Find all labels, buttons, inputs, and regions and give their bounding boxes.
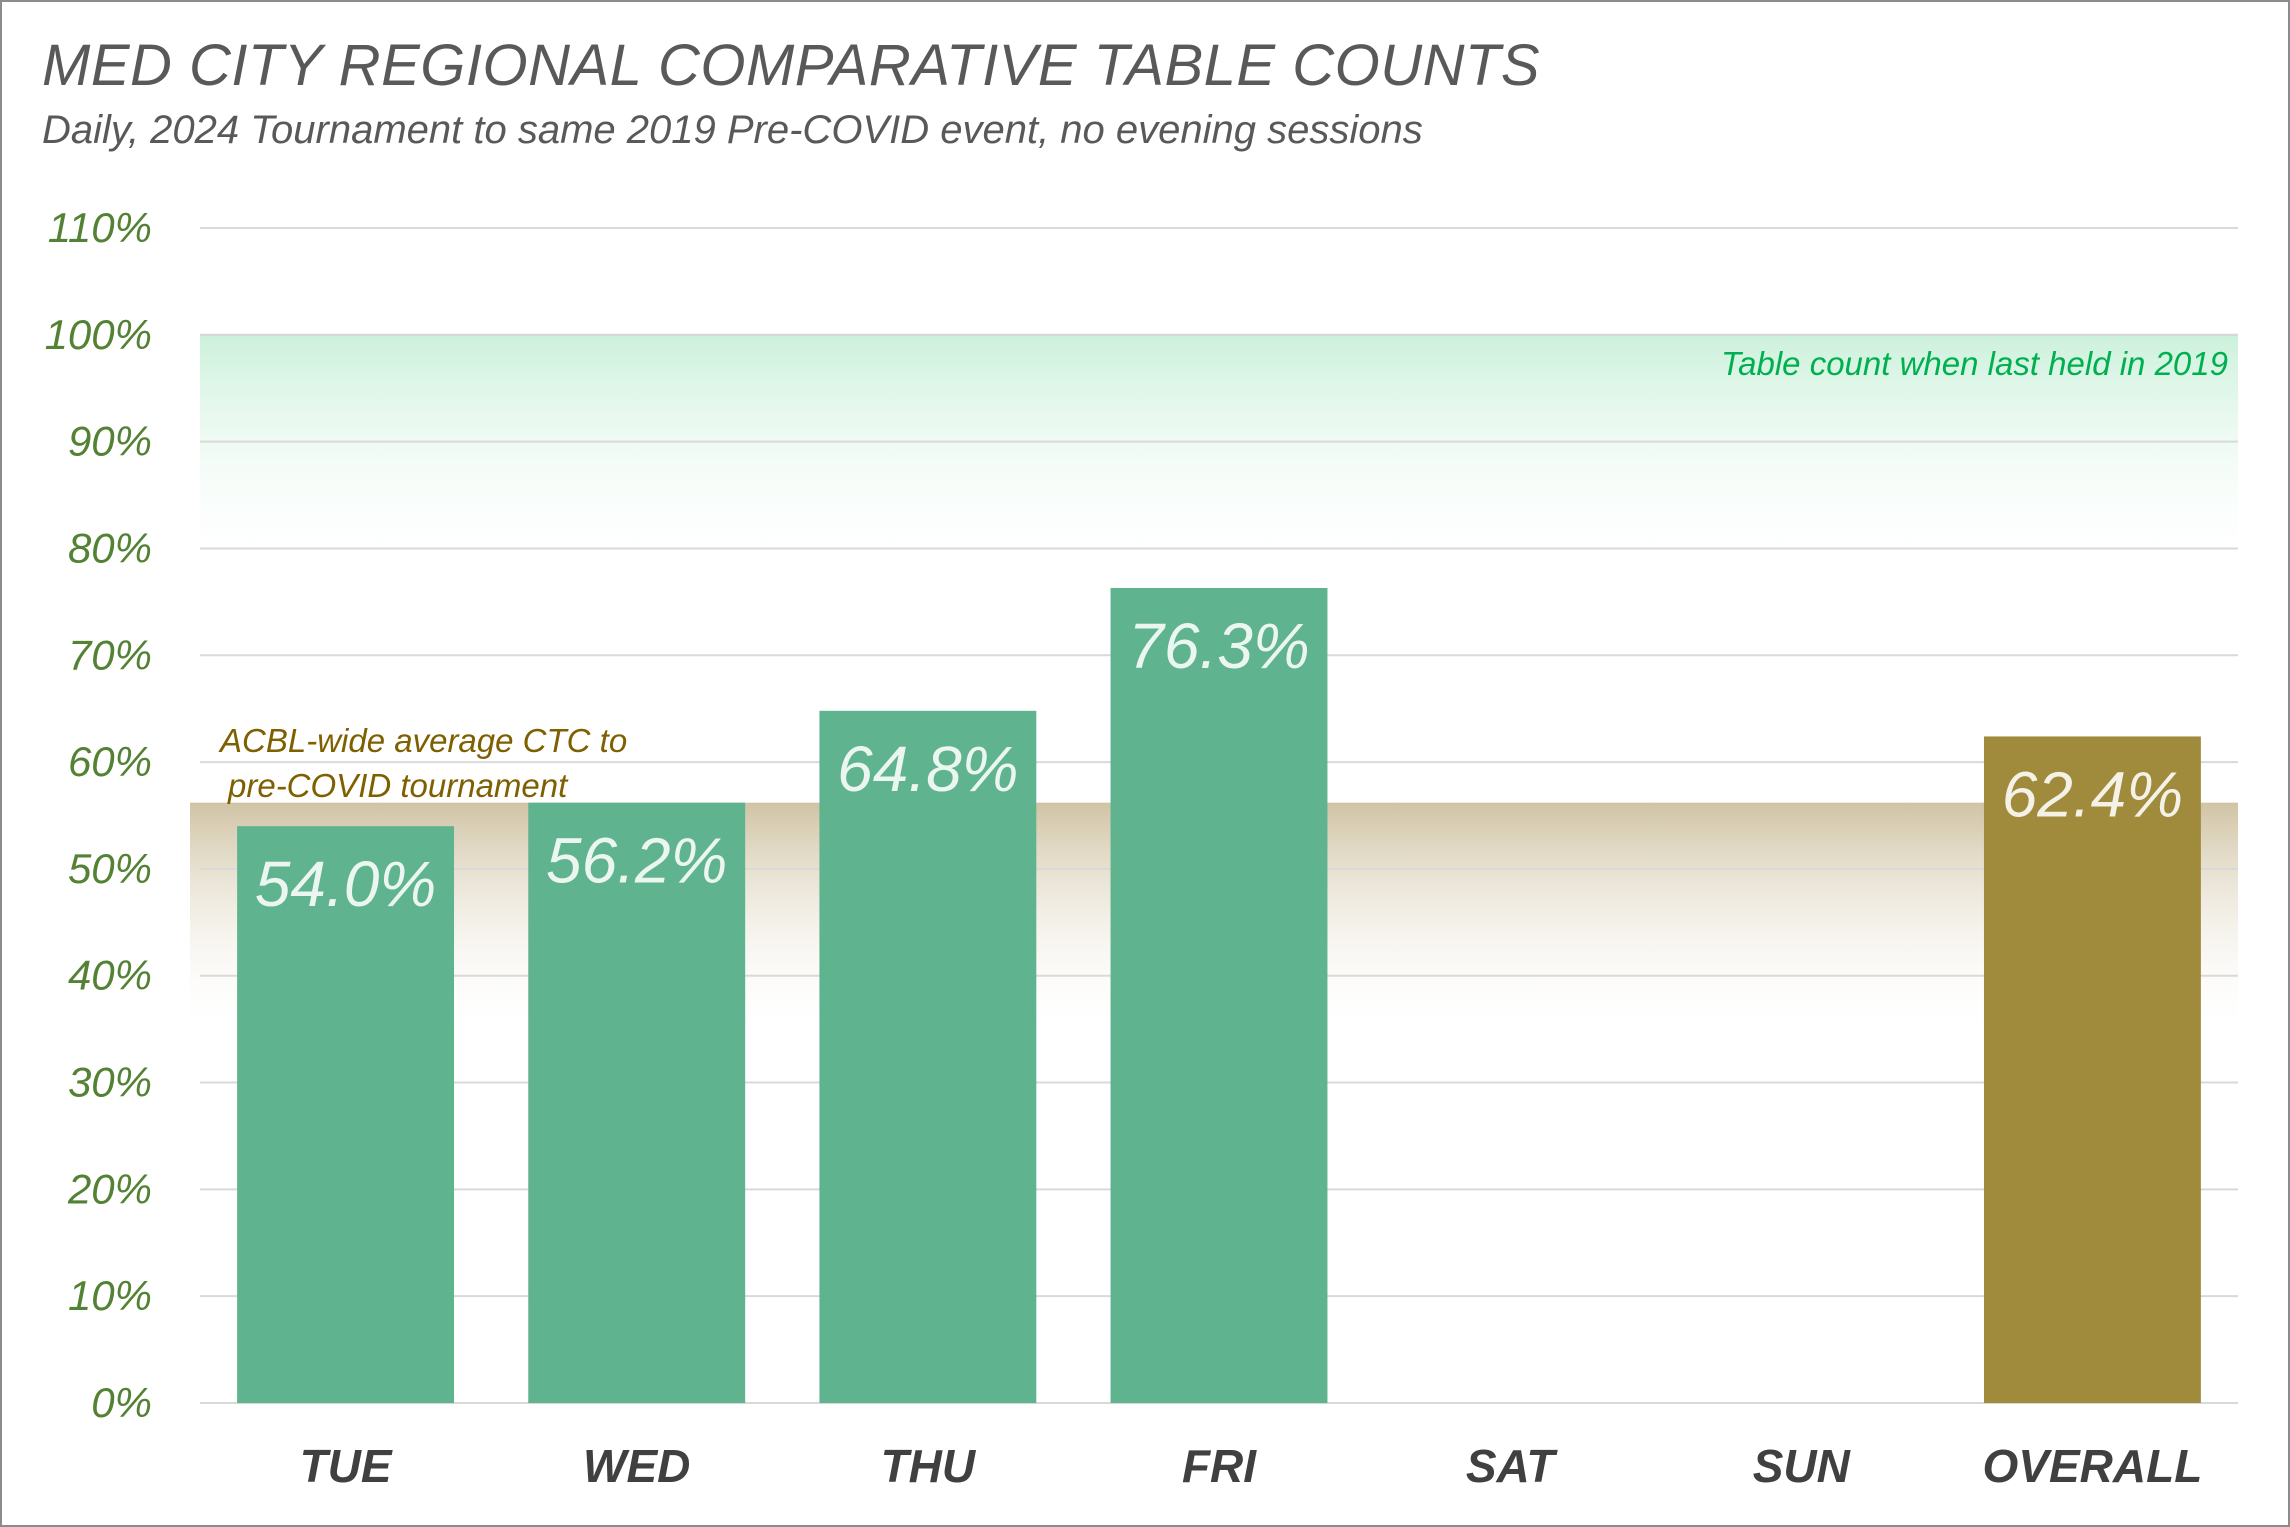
- data-label-thu: 64.8%: [837, 733, 1018, 805]
- baseline-2019-band: [200, 334, 2238, 581]
- bar-thu: [819, 710, 1037, 1403]
- bar-tue: [237, 826, 455, 1403]
- x-tick-sun: SUN: [1753, 1440, 1851, 1492]
- x-tick-tue: TUE: [300, 1440, 393, 1492]
- chart-subtitle: Daily, 2024 Tournament to same 2019 Pre-…: [42, 108, 1423, 152]
- acbl-average-label-line2: pre-COVID tournament: [227, 767, 569, 804]
- y-tick-label: 20%: [67, 1165, 152, 1212]
- y-tick-label: 70%: [68, 631, 152, 678]
- y-tick-label: 100%: [45, 311, 152, 358]
- y-tick-label: 110%: [48, 204, 152, 251]
- bar-wed: [528, 802, 746, 1403]
- y-tick-label: 80%: [68, 524, 152, 571]
- y-tick-label: 60%: [68, 738, 152, 785]
- x-tick-fri: FRI: [1182, 1440, 1257, 1492]
- bar-series: [237, 587, 2201, 1403]
- data-label-tue: 54.0%: [255, 848, 436, 920]
- y-axis: 0% 10% 20% 30% 40% 50% 60% 70% 80% 90% 100% 110%: [45, 204, 152, 1426]
- data-label-wed: 56.2%: [546, 825, 727, 897]
- y-tick-label: 40%: [68, 952, 152, 999]
- x-tick-thu: THU: [881, 1440, 977, 1492]
- data-label-overall: 62.4%: [2002, 758, 2183, 830]
- chart-title: MED CITY REGIONAL COMPARATIVE TABLE COUN…: [42, 33, 1541, 98]
- x-axis: TUE WED THU FRI SAT SUN OVERALL: [300, 1440, 2203, 1492]
- y-tick-label: 30%: [68, 1059, 152, 1106]
- y-tick-label: 0%: [91, 1379, 152, 1426]
- acbl-average-label-line1: ACBL-wide average CTC to: [218, 722, 627, 759]
- y-tick-label: 50%: [68, 845, 152, 892]
- reference-labels: Table count when last held in 2019 ACBL-w…: [218, 345, 2228, 804]
- baseline-2019-label: Table count when last held in 2019: [1721, 345, 2228, 382]
- data-labels: 54.0% 56.2% 64.8% 76.3% 62.4%: [255, 610, 2183, 920]
- bar-fri: [1110, 587, 1328, 1403]
- y-tick-label: 90%: [68, 418, 152, 465]
- bar-overall: [1983, 736, 2201, 1403]
- y-tick-label: 10%: [68, 1272, 152, 1319]
- x-tick-sat: SAT: [1466, 1440, 1558, 1492]
- x-tick-overall: OVERALL: [1983, 1440, 2203, 1492]
- data-label-fri: 76.3%: [1128, 610, 1309, 682]
- x-tick-wed: WED: [583, 1440, 690, 1492]
